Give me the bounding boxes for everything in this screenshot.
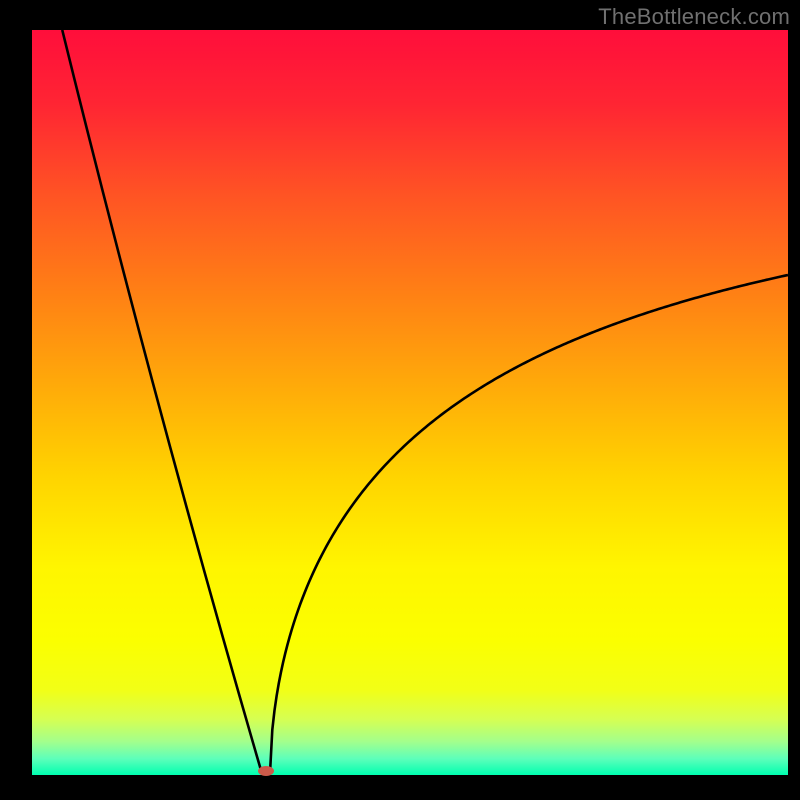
minimum-marker [258, 766, 274, 776]
bottleneck-curve [32, 30, 788, 775]
curve-right-branch [270, 275, 788, 771]
curve-left-branch [62, 30, 261, 771]
chart-container: { "watermark": { "text": "TheBottleneck.… [0, 0, 800, 800]
watermark-text: TheBottleneck.com [598, 4, 790, 30]
plot-area [32, 30, 788, 775]
